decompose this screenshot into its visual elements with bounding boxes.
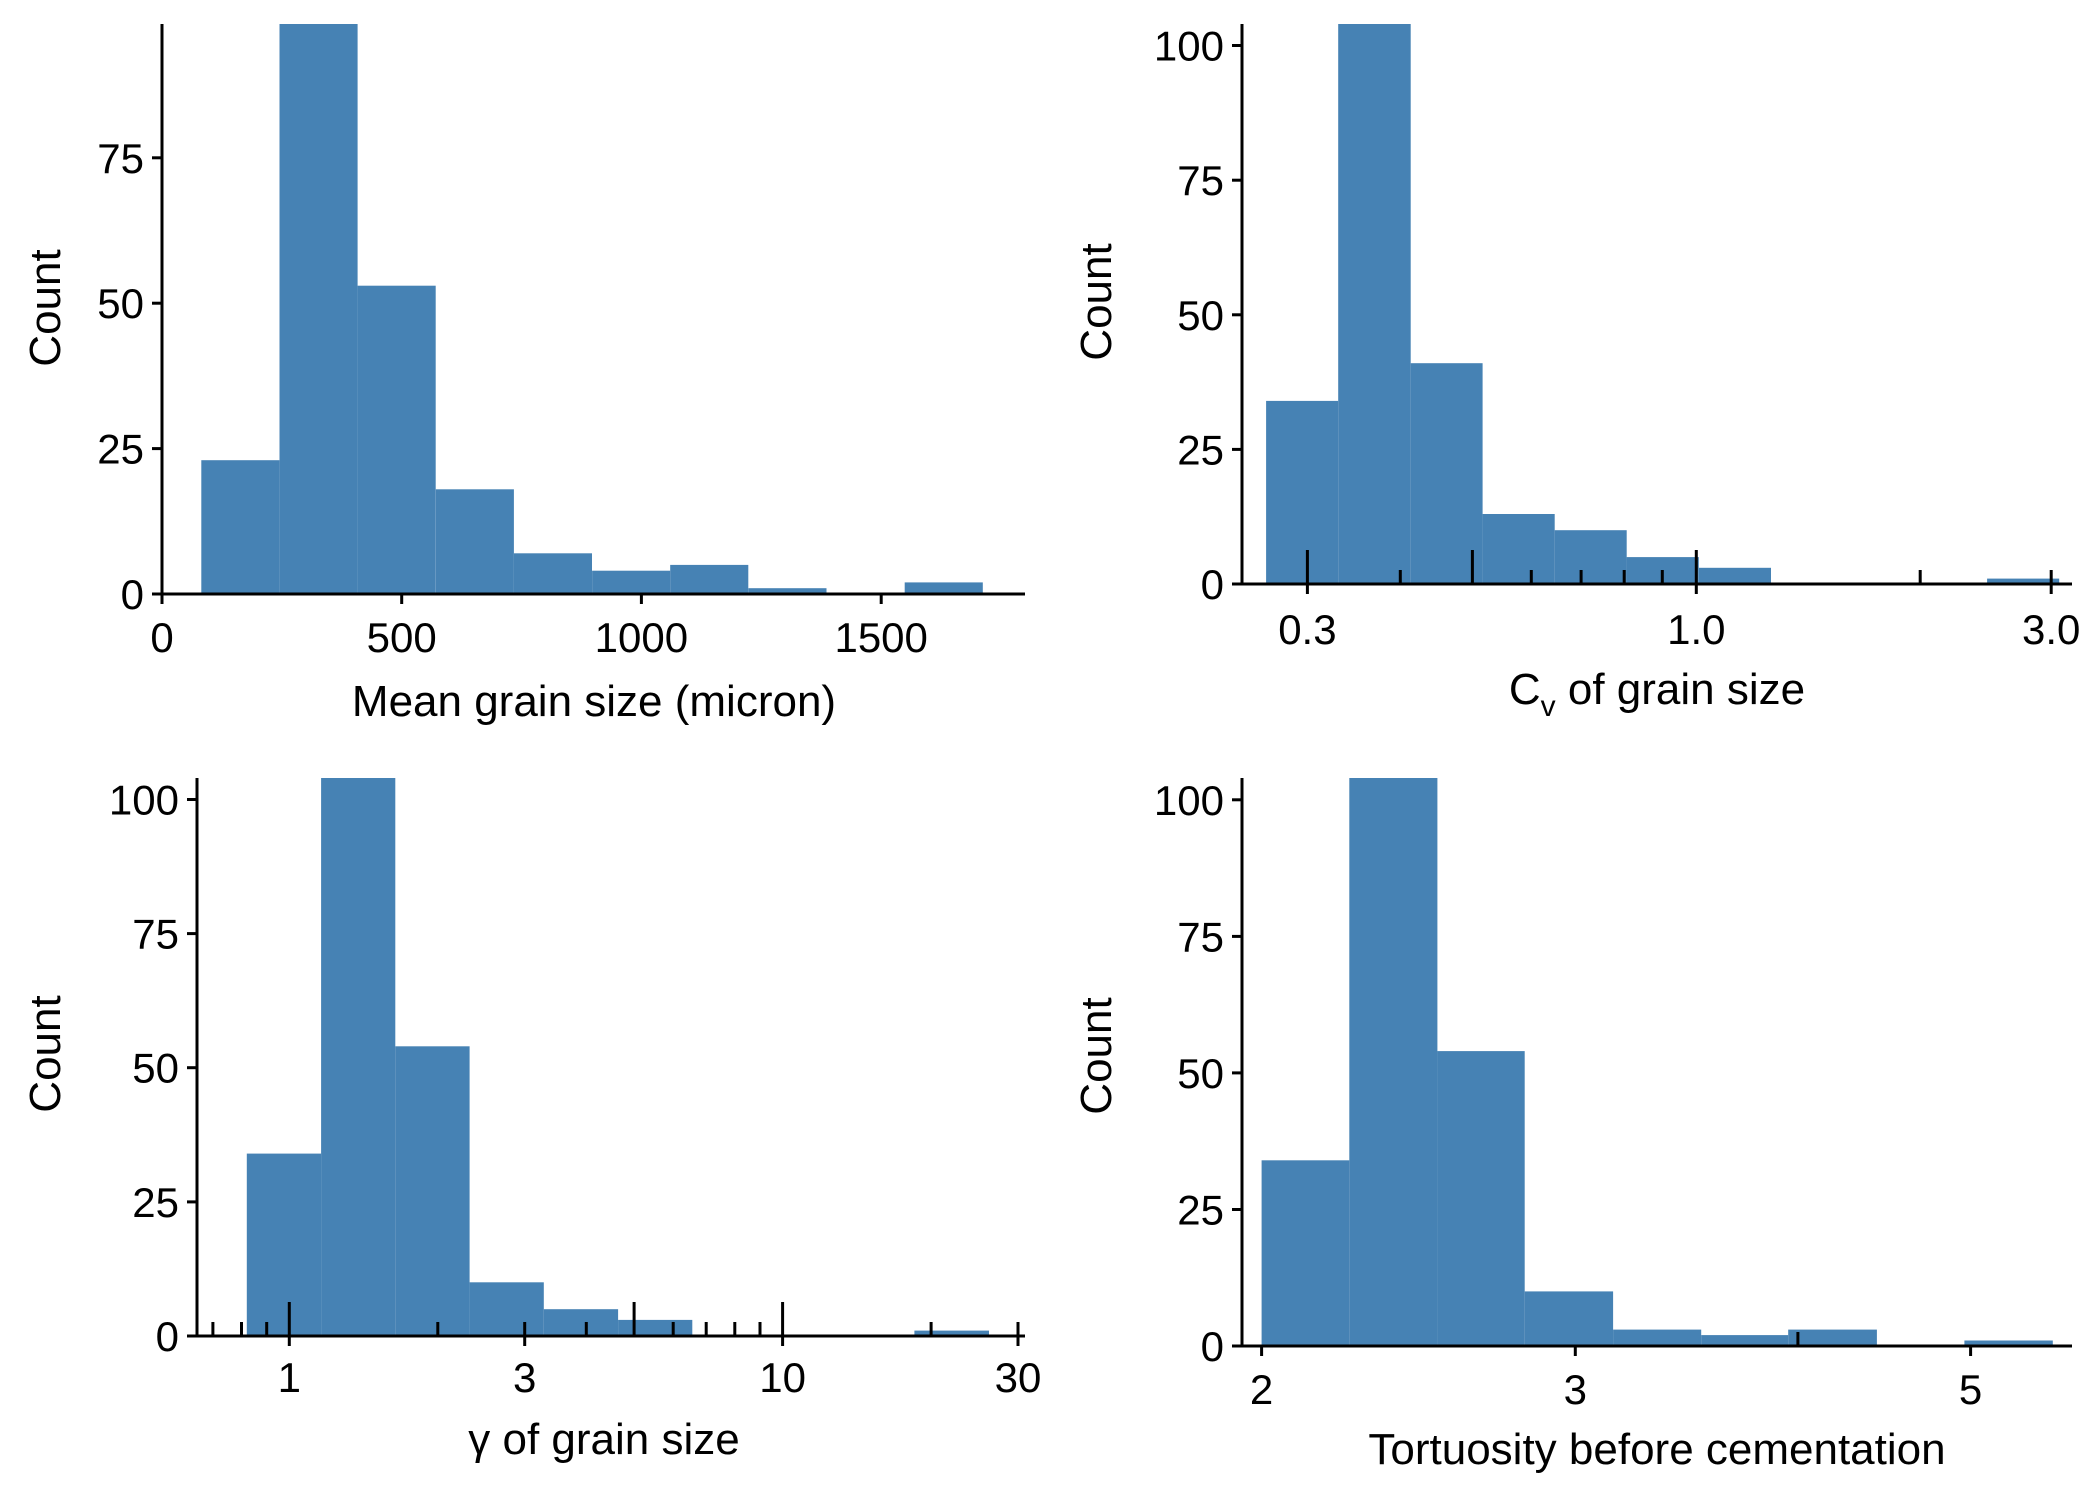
y-tick-label-3: 75 [1177, 913, 1224, 960]
histogram-bar-3 [435, 489, 514, 594]
bars [1266, 24, 2060, 584]
rug-ticks [1305, 550, 2053, 584]
x-axis-ticks: 2 3 5 [1250, 1346, 1982, 1413]
x-axis-ticks: 0 500 1000 1500 [150, 594, 928, 661]
histogram-bar-5 [618, 1319, 693, 1336]
histogram-bar-9 [914, 1330, 989, 1336]
histogram-bar-5 [1701, 1335, 1789, 1346]
bars [246, 778, 989, 1336]
rug-ticks [211, 1302, 1020, 1336]
histogram-bar-2 [395, 1046, 470, 1336]
x-tick-label-1: 3 [513, 1354, 536, 1401]
x-tick-label-2: 3.0 [2022, 606, 2080, 653]
histogram-bar-3 [469, 1282, 544, 1336]
y-tick-label-1: 25 [132, 1179, 179, 1226]
x-tick-label-0: 2 [1250, 1366, 1273, 1413]
histogram-bar-3 [1524, 1291, 1614, 1346]
x-axis-ticks: 0.3 1.0 3.0 [1278, 584, 2080, 653]
y-axis-title: Count [1072, 243, 1121, 360]
x-tick-label-1: 3 [1564, 1366, 1587, 1413]
histogram-bar-5 [592, 570, 671, 594]
y-tick-label-0: 0 [1201, 1323, 1224, 1370]
y-tick-label-2: 50 [97, 280, 144, 327]
histogram-bar-1 [1349, 778, 1438, 1346]
x-tick-label-0: 0.3 [1278, 606, 1336, 653]
y-tick-label-2: 50 [132, 1045, 179, 1092]
bars [1261, 778, 2053, 1346]
histogram-bar-2 [357, 285, 436, 594]
x-tick-label-3: 1500 [834, 614, 927, 661]
histogram-bar-0 [201, 460, 280, 594]
bars [201, 24, 983, 594]
y-tick-label-1: 25 [1177, 1187, 1224, 1234]
x-axis-title: Tortuosity before cementation [1368, 1425, 1945, 1474]
histogram-bar-1 [1338, 24, 1411, 584]
y-tick-label-0: 0 [156, 1313, 179, 1360]
y-tick-label-0: 0 [1201, 561, 1224, 608]
x-axis-ticks: 1 3 10 30 [278, 1336, 1042, 1401]
y-tick-label-3: 75 [132, 911, 179, 958]
y-tick-label-3: 75 [1177, 157, 1224, 204]
x-tick-label-2: 10 [759, 1354, 806, 1401]
y-axis-title: Count [21, 249, 70, 366]
y-tick-label-1: 25 [1177, 426, 1224, 473]
histogram-bar-10 [1987, 578, 2060, 584]
y-axis-title: Count [1072, 997, 1121, 1114]
y-axis-ticks: 0 25 50 75 [97, 135, 162, 618]
x-tick-label-2: 1000 [595, 614, 688, 661]
x-tick-label-2: 5 [1959, 1366, 1982, 1413]
y-tick-label-3: 75 [97, 135, 144, 182]
x-axis-title-main: C [1509, 665, 1541, 714]
y-tick-label-0: 0 [121, 571, 144, 618]
histogram-bar-6 [1788, 1329, 1877, 1346]
y-tick-label-2: 50 [1177, 292, 1224, 339]
histogram-bar-6 [670, 564, 749, 594]
x-axis-title-rest: of grain size [1556, 665, 1805, 714]
histogram-bar-2 [1410, 363, 1483, 584]
histogram-tortuosity: 2 3 5 0 25 50 75 100 Tortuosity before cementa… [1072, 777, 2072, 1474]
histogram-bar-3 [1482, 514, 1555, 584]
y-tick-label-1: 25 [97, 426, 144, 473]
y-tick-label-4: 100 [1154, 777, 1224, 824]
histogram-bar-2 [1437, 1051, 1525, 1346]
x-tick-label-1: 1.0 [1667, 606, 1725, 653]
x-tick-label-1: 500 [367, 614, 437, 661]
y-axis-ticks: 0 25 50 75 100 [1154, 23, 1242, 608]
y-tick-label-4: 100 [109, 777, 179, 824]
x-axis-title-subscript: v [1541, 690, 1556, 723]
histogram-bar-4 [543, 1309, 619, 1336]
histogram-mean-grain-size: 0 500 1000 1500 0 25 50 75 Mean grain size (mi… [21, 24, 1025, 726]
x-axis-title: Mean grain size (micron) [352, 677, 836, 726]
histogram-bar-0 [246, 1153, 322, 1336]
histogram-bar-6 [1698, 567, 1771, 584]
x-tick-label-0: 1 [278, 1354, 301, 1401]
x-tick-label-0: 0 [150, 614, 173, 661]
y-axis-ticks: 0 25 50 75 100 [1154, 777, 1242, 1370]
histogram-bar-4 [1613, 1329, 1702, 1346]
histogram-bar-1 [279, 24, 358, 594]
y-axis-ticks: 0 25 50 75 100 [109, 777, 197, 1360]
histogram-bar-9 [904, 582, 983, 594]
y-tick-label-2: 50 [1177, 1050, 1224, 1097]
histogram-bar-0 [1261, 1160, 1350, 1346]
x-axis-title: γ of grain size [468, 1415, 739, 1464]
histogram-gamma-grain-size: 1 3 10 30 0 25 50 75 100 γ of grain size Count [21, 777, 1041, 1465]
histogram-bar-7 [748, 588, 827, 594]
histogram-bar-4 [513, 553, 592, 594]
histogram-bar-4 [1554, 530, 1627, 584]
x-tick-label-3: 30 [995, 1354, 1042, 1401]
y-axis-title: Count [21, 995, 70, 1112]
histogram-bar-0 [1266, 400, 1339, 584]
y-tick-label-4: 100 [1154, 23, 1224, 70]
histogram-cv-grain-size: 0.3 1.0 3.0 0 25 50 75 100 Cv of grain size Co… [1072, 23, 2080, 724]
histogram-bar-8 [1964, 1340, 2053, 1346]
x-axis-title: Cv of grain size [1509, 665, 1805, 723]
histogram-bar-1 [321, 778, 396, 1336]
